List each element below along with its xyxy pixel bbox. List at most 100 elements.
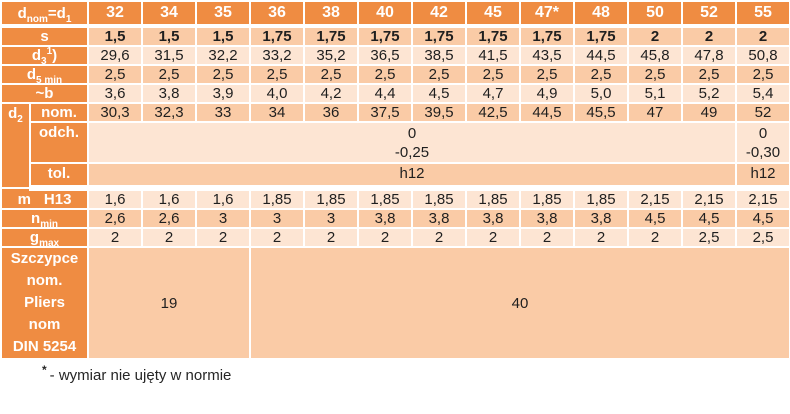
cell-b-40: 4,4 — [357, 83, 413, 104]
cell-n-40: 3,8 — [357, 208, 413, 229]
cell-tol-32-52: h12 — [87, 162, 737, 191]
cell-d3-52: 47,8 — [681, 45, 737, 66]
row-label-d2-odch: odch. — [29, 121, 89, 164]
cell-d3-40: 36,5 — [357, 45, 413, 66]
cell-s-35: 1,5 — [195, 25, 251, 47]
cell-s-34: 1,5 — [141, 25, 197, 47]
footnote-text: - wymiar nie ujęty w normie — [49, 367, 232, 384]
cell-n-55: 4,5 — [735, 208, 790, 229]
row-label-d2-nom: nom. — [29, 102, 89, 123]
cell-g-50: 2 — [627, 227, 683, 248]
header-label-dnom: dnom=d1 — [0, 0, 89, 28]
cell-m-50: 2,15 — [627, 187, 683, 210]
cell-s-42: 1,75 — [411, 25, 467, 47]
col-header-42: 42 — [411, 0, 467, 28]
cell-b-55: 5,4 — [735, 83, 790, 104]
cell-odch-32-52: 0 -0,25 — [87, 121, 737, 164]
col-header-55: 55 — [735, 0, 790, 28]
row-label-d3: d31) — [0, 45, 89, 67]
row-label-d2: d2 — [0, 102, 31, 189]
cell-s-48: 1,75 — [573, 25, 629, 47]
cell-b-47*: 4,9 — [519, 83, 575, 104]
cell-d3-45: 41,5 — [465, 45, 521, 66]
cell-g-47*: 2 — [519, 227, 575, 248]
cell-d2nom-32: 30,3 — [87, 102, 143, 123]
cell-m-52: 2,15 — [681, 187, 737, 210]
cell-d2nom-35: 33 — [195, 102, 251, 123]
cell-d5min-52: 2,5 — [681, 64, 737, 85]
cell-s-50: 2 — [627, 25, 683, 47]
cell-n-36: 3 — [249, 208, 305, 229]
col-header-40: 40 — [357, 0, 413, 28]
cell-n-38: 3 — [303, 208, 359, 229]
row-label-pliers: Szczypce nom. Pliers nom DIN 5254 — [0, 246, 89, 360]
cell-d2nom-48: 45,5 — [573, 102, 629, 123]
cell-d2nom-45: 42,5 — [465, 102, 521, 123]
cell-n-48: 3,8 — [573, 208, 629, 229]
row-d3: d31) 29,6 31,5 32,2 33,2 35,2 36,5 38,5 41,5 43,… — [0, 45, 790, 67]
cell-d2nom-42: 39,5 — [411, 102, 467, 123]
cell-n-50: 4,5 — [627, 208, 683, 229]
cell-d2nom-47*: 44,5 — [519, 102, 575, 123]
cell-m-32: 1,6 — [87, 187, 143, 210]
row-s: s 1,5 1,5 1,5 1,75 1,75 1,75 1,75 1,75 1,75 1,75 2… — [0, 25, 790, 47]
row-label-b: ~b — [0, 83, 89, 104]
cell-m-42: 1,85 — [411, 187, 467, 210]
cell-d5min-35: 2,5 — [195, 64, 251, 85]
cell-m-34: 1,6 — [141, 187, 197, 210]
cell-b-52: 5,2 — [681, 83, 737, 104]
cell-b-50: 5,1 — [627, 83, 683, 104]
cell-n-42: 3,8 — [411, 208, 467, 229]
cell-odch-55: 0 -0,30 — [735, 121, 790, 164]
cell-d5min-34: 2,5 — [141, 64, 197, 85]
col-header-34: 34 — [141, 0, 197, 28]
cell-b-36: 4,0 — [249, 83, 305, 104]
cell-g-40: 2 — [357, 227, 413, 248]
cell-d5min-38: 2,5 — [303, 64, 359, 85]
din-5254-spec-table: dnom=d1 32 34 35 36 38 40 42 45 47* 48 50 52 55 s 1,… — [0, 0, 790, 360]
footnote-asterisk: * — [42, 363, 47, 377]
cell-m-48: 1,85 — [573, 187, 629, 210]
row-label-g-max: gmax — [0, 227, 89, 249]
cell-m-38: 1,85 — [303, 187, 359, 210]
cell-d5min-45: 2,5 — [465, 64, 521, 85]
row-b: ~b 3,6 3,8 3,9 4,0 4,2 4,4 4,5 4,7 4,9 5,0 5,1 5,2 5… — [0, 83, 790, 104]
cell-d3-48: 44,5 — [573, 45, 629, 66]
cell-d3-42: 38,5 — [411, 45, 467, 66]
cell-d3-32: 29,6 — [87, 45, 143, 66]
cell-n-52: 4,5 — [681, 208, 737, 229]
row-d2-odch: odch. 0 -0,25 0 -0,30 — [1, 121, 790, 164]
row-pliers: Szczypce nom. Pliers nom DIN 5254 19 40 — [0, 246, 790, 360]
cell-b-34: 3,8 — [141, 83, 197, 104]
cell-d3-35: 32,2 — [195, 45, 251, 66]
cell-n-45: 3,8 — [465, 208, 521, 229]
cell-d3-36: 33,2 — [249, 45, 305, 66]
cell-b-35: 3,9 — [195, 83, 251, 104]
col-header-38: 38 — [303, 0, 359, 28]
cell-s-38: 1,75 — [303, 25, 359, 47]
cell-g-42: 2 — [411, 227, 467, 248]
cell-g-35: 2 — [195, 227, 251, 248]
col-header-32: 32 — [87, 0, 143, 28]
row-n-min: nmin 2,6 2,6 3 3 3 3,8 3,8 3,8 3,8 3,8 4,5 4,5 4,5 — [0, 208, 790, 230]
col-header-36: 36 — [249, 0, 305, 28]
cell-d2nom-36: 34 — [249, 102, 305, 123]
cell-s-47*: 1,75 — [519, 25, 575, 47]
row-d2-nom: d2 nom. 30,3 32,3 33 34 36 37,5 39,5 42,5 44,5 45… — [0, 102, 790, 189]
cell-d2nom-34: 32,3 — [141, 102, 197, 123]
cell-m-45: 1,85 — [465, 187, 521, 210]
cell-s-55: 2 — [735, 25, 790, 47]
cell-d3-34: 31,5 — [141, 45, 197, 66]
cell-m-35: 1,6 — [195, 187, 251, 210]
row-d5min: d5 min 2,5 2,5 2,5 2,5 2,5 2,5 2,5 2,5 2,5 2,5 2,5… — [0, 64, 790, 86]
cell-d3-50: 45,8 — [627, 45, 683, 66]
cell-d3-55: 50,8 — [735, 45, 790, 66]
col-header-47*: 47* — [519, 0, 575, 28]
cell-m-40: 1,85 — [357, 187, 413, 210]
row-d2-tol: tol. h12 h12 — [1, 162, 790, 191]
cell-m-36: 1,85 — [249, 187, 305, 210]
cell-g-55: 2,5 — [735, 227, 790, 248]
cell-g-52: 2,5 — [681, 227, 737, 248]
cell-d2nom-40: 37,5 — [357, 102, 413, 123]
cell-g-45: 2 — [465, 227, 521, 248]
